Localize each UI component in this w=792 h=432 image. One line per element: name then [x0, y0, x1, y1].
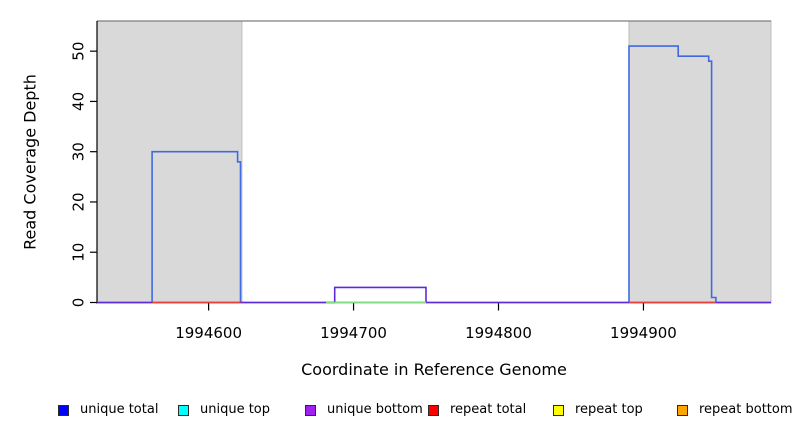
y-tick-label: 0 — [70, 298, 88, 308]
repeat-region-left — [96, 20, 243, 304]
repeat-region-right — [628, 20, 772, 304]
y-axis-title: Read Coverage Depth — [20, 74, 40, 250]
y-tick-label: 30 — [70, 142, 88, 161]
y-tick-label: 40 — [70, 92, 88, 111]
x-tick-label: 1994800 — [465, 324, 532, 342]
series-unique-bottom — [97, 286, 771, 304]
y-tick-label: 20 — [70, 192, 88, 211]
series-unique-total — [97, 45, 771, 304]
y-tick-label: 10 — [70, 243, 88, 262]
x-tick-label: 1994700 — [320, 324, 387, 342]
x-axis-title: Coordinate in Reference Genome — [301, 360, 567, 379]
y-tick-label: 50 — [70, 42, 88, 61]
x-tick-label: 1994600 — [175, 324, 242, 342]
x-tick-label: 1994900 — [610, 324, 677, 342]
